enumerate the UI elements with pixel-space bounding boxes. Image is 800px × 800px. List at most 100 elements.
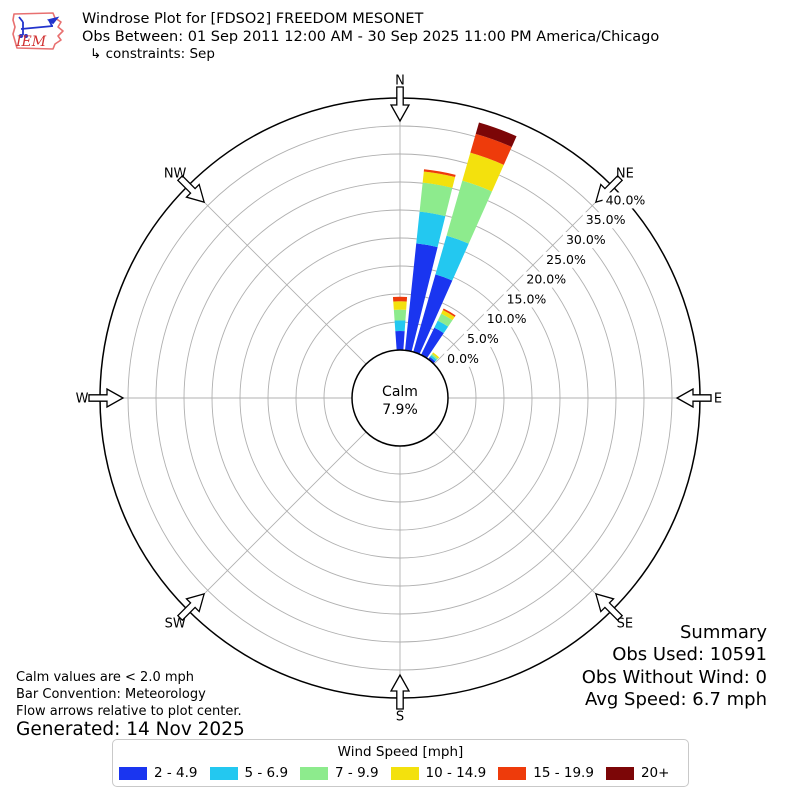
legend-label: 20+: [640, 765, 670, 781]
summary-block: Summary Obs Used: 10591 Obs Without Wind…: [582, 622, 767, 712]
wind-speed-legend: Wind Speed [mph] 2 - 4.9 5 - 6.9 7 - 9.9 10…: [112, 739, 689, 787]
wind-bar-segment: [431, 353, 439, 360]
radial-label-bg: [582, 212, 626, 229]
iem-logo-text: IEM: [15, 34, 47, 50]
plot-subtitle: Obs Between: 01 Sep 2011 12:00 AM - 30 S…: [82, 28, 660, 45]
compass-label-w: W: [76, 392, 89, 407]
summary-obs-without-wind: Obs Without Wind: 0: [581, 666, 767, 688]
plot-constraints: ↳ constraints: Sep: [90, 46, 215, 62]
summary-avg-speed: Avg Speed: 6.7 mph: [585, 689, 767, 711]
radial-tick-label: 10.0%: [487, 311, 527, 326]
generated-date: Generated: 14 Nov 2025: [16, 719, 245, 740]
legend-swatch: [300, 766, 329, 780]
wind-bar-segment: [462, 152, 504, 192]
footnotes: Calm values are < 2.0 mph Bar Convention…: [16, 669, 242, 721]
legend-swatch: [605, 766, 634, 780]
radial-label-bg: [483, 311, 527, 328]
header: IEM Windrose Plot for [FDSO2] FREEDOM ME…: [8, 5, 659, 63]
legend-swatch: [209, 766, 238, 780]
radial-label-bg: [602, 192, 646, 209]
calm-percent: 7.9%: [382, 402, 418, 418]
flow-arrow-se: [594, 592, 624, 622]
wind-bar-segment: [416, 211, 446, 248]
calm-label: Calm: [382, 384, 418, 400]
compass-label-nw: NW: [164, 167, 187, 182]
calm-note: Calm values are < 2.0 mph: [16, 670, 195, 685]
wind-bar-segment: [475, 122, 517, 147]
radial-tick-label: 30.0%: [566, 232, 606, 247]
arrows-note: Flow arrows relative to plot center.: [16, 704, 242, 720]
radial-label-bg: [523, 271, 567, 288]
wind-bar-segment: [422, 171, 456, 188]
grid-spoke: [187, 185, 367, 365]
legend-swatch: [390, 766, 419, 780]
wind-bar-segment: [442, 308, 456, 317]
wind-bar-segment: [394, 320, 406, 332]
summary-title: Summary: [680, 622, 767, 643]
flow-arrow-e: [675, 387, 712, 409]
wind-bar-segment: [421, 327, 444, 359]
wind-bar-segment: [434, 320, 449, 334]
radial-label-bg: [543, 251, 587, 268]
wind-bar-segment: [405, 243, 438, 352]
wind-bar-segment: [441, 310, 455, 321]
radial-label-bg: [562, 232, 606, 249]
legend-label: 15 - 19.9: [533, 765, 594, 781]
radial-tick-label: 40.0%: [606, 192, 646, 207]
compass-label-sw: SW: [165, 616, 186, 631]
legend-swatch: [119, 766, 147, 780]
flow-arrow-w: [88, 387, 125, 409]
wind-bar-segment: [393, 309, 407, 321]
radial-tick-label: 20.0%: [526, 272, 566, 287]
flow-arrow-sw: [176, 592, 206, 622]
wind-bar-segment: [435, 235, 469, 281]
wind-bar-segment: [395, 330, 405, 351]
calm-circle: [351, 349, 449, 447]
legend-title: Wind Speed [mph]: [337, 744, 464, 760]
radial-label-bg: [444, 350, 480, 367]
title-block: Windrose Plot for [FDSO2] FREEDOM MESONE…: [82, 5, 659, 63]
radial-tick-label: 35.0%: [586, 212, 626, 227]
grid-spoke: [187, 431, 367, 611]
summary-obs-used: Obs Used: 10591: [612, 644, 767, 666]
radial-tick-label: 5.0%: [467, 331, 499, 346]
iem-logo: IEM: [12, 12, 64, 50]
radial-tick-label: 15.0%: [507, 291, 547, 306]
legend-label: 7 - 9.9: [335, 765, 379, 781]
compass-label-s: S: [396, 710, 404, 725]
wind-bar-segment: [393, 301, 407, 310]
wind-bar-segment: [429, 355, 437, 362]
legend-label: 2 - 4.9: [154, 765, 198, 781]
legend-row: 2 - 4.9 5 - 6.9 7 - 9.9 10 - 14.9 15 - 19.9 2…: [119, 765, 688, 781]
radial-label-bg: [503, 291, 547, 308]
compass-label-ne: NE: [616, 167, 634, 182]
convention-note: Bar Convention: Meteorology: [16, 687, 206, 703]
legend-label: 5 - 6.9: [244, 765, 289, 781]
wind-bar-segment: [446, 180, 492, 244]
compass-label-se: SE: [617, 616, 633, 631]
wind-bar-segment: [392, 296, 408, 302]
wind-bar-segment: [413, 274, 453, 355]
wind-bar-segment: [428, 356, 436, 364]
legend-label: 10 - 14.9: [425, 765, 487, 781]
wind-bar-segment: [437, 313, 453, 327]
grid-spoke: [433, 431, 613, 611]
grid-spoke: [433, 185, 613, 365]
radial-tick-label: 0.0%: [447, 351, 479, 366]
wind-bar-segment: [419, 182, 453, 217]
radial-label-bg: [463, 331, 500, 348]
legend-swatch: [498, 766, 527, 780]
compass-label-n: N: [395, 74, 405, 89]
flow-arrow-s: [389, 673, 411, 710]
wind-bar-segment: [423, 169, 456, 178]
wind-bar-segment: [432, 352, 440, 359]
anemometer-icon: [18, 16, 60, 38]
flow-arrow-n: [389, 86, 411, 123]
radial-tick-label: 25.0%: [546, 252, 586, 267]
wind-bar-segment: [470, 133, 512, 165]
plot-title: Windrose Plot for [FDSO2] FREEDOM MESONE…: [82, 11, 424, 27]
compass-label-e: E: [714, 392, 722, 407]
flow-arrow-nw: [176, 174, 206, 204]
